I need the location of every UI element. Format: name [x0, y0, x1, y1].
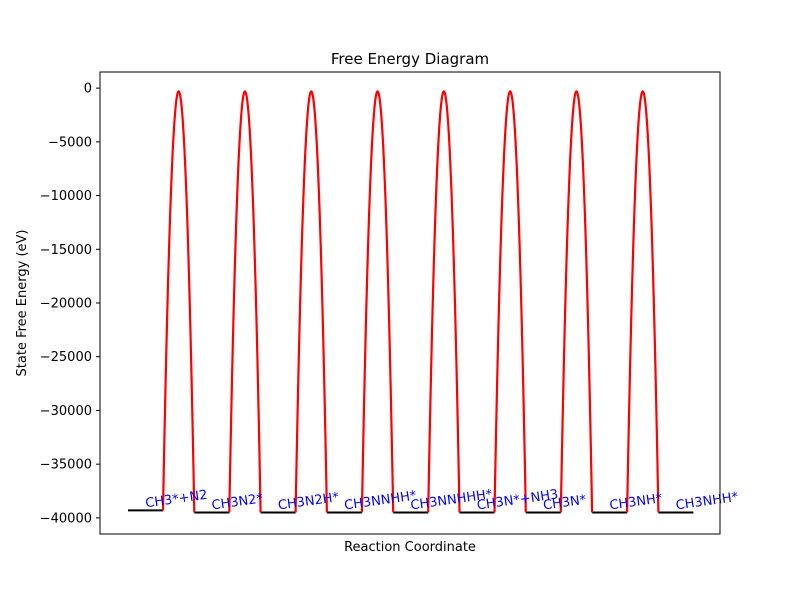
y-tick-label: −10000: [40, 189, 92, 204]
y-axis: 0 −5000 −10000 −15000 −20000 −25000 −30000 −350…: [40, 82, 100, 526]
barrier-curve: [360, 90, 395, 513]
y-axis-label: State Free Energy (eV): [15, 230, 30, 377]
chart-title: Free Energy Diagram: [331, 50, 489, 68]
state-label: CH3N2*: [211, 491, 265, 513]
barrier-curve: [228, 90, 262, 513]
barrier-curve: [493, 90, 527, 513]
state-label: CH3NH*: [609, 491, 664, 513]
y-tick-label: −20000: [40, 297, 92, 312]
barrier-curve: [161, 90, 196, 513]
barrier-curve: [294, 90, 328, 513]
barrier-curve: [559, 90, 594, 513]
barrier-curve: [427, 90, 461, 513]
barrier-curve: [626, 90, 660, 513]
state-label: CH3N*: [542, 493, 588, 514]
y-tick-label: −5000: [48, 135, 92, 150]
y-tick-label: −25000: [40, 350, 92, 365]
y-tick-label: −30000: [40, 404, 92, 419]
y-tick-label: −40000: [40, 511, 92, 526]
state-levels: [128, 509, 694, 514]
y-tick-label: 0: [84, 82, 92, 97]
plot-area-frame: [99, 71, 721, 535]
y-tick-label: −15000: [40, 243, 92, 258]
barrier-curves: [161, 90, 660, 513]
y-tick-label: −35000: [40, 458, 92, 473]
x-axis-label: Reaction Coordinate: [344, 540, 476, 555]
